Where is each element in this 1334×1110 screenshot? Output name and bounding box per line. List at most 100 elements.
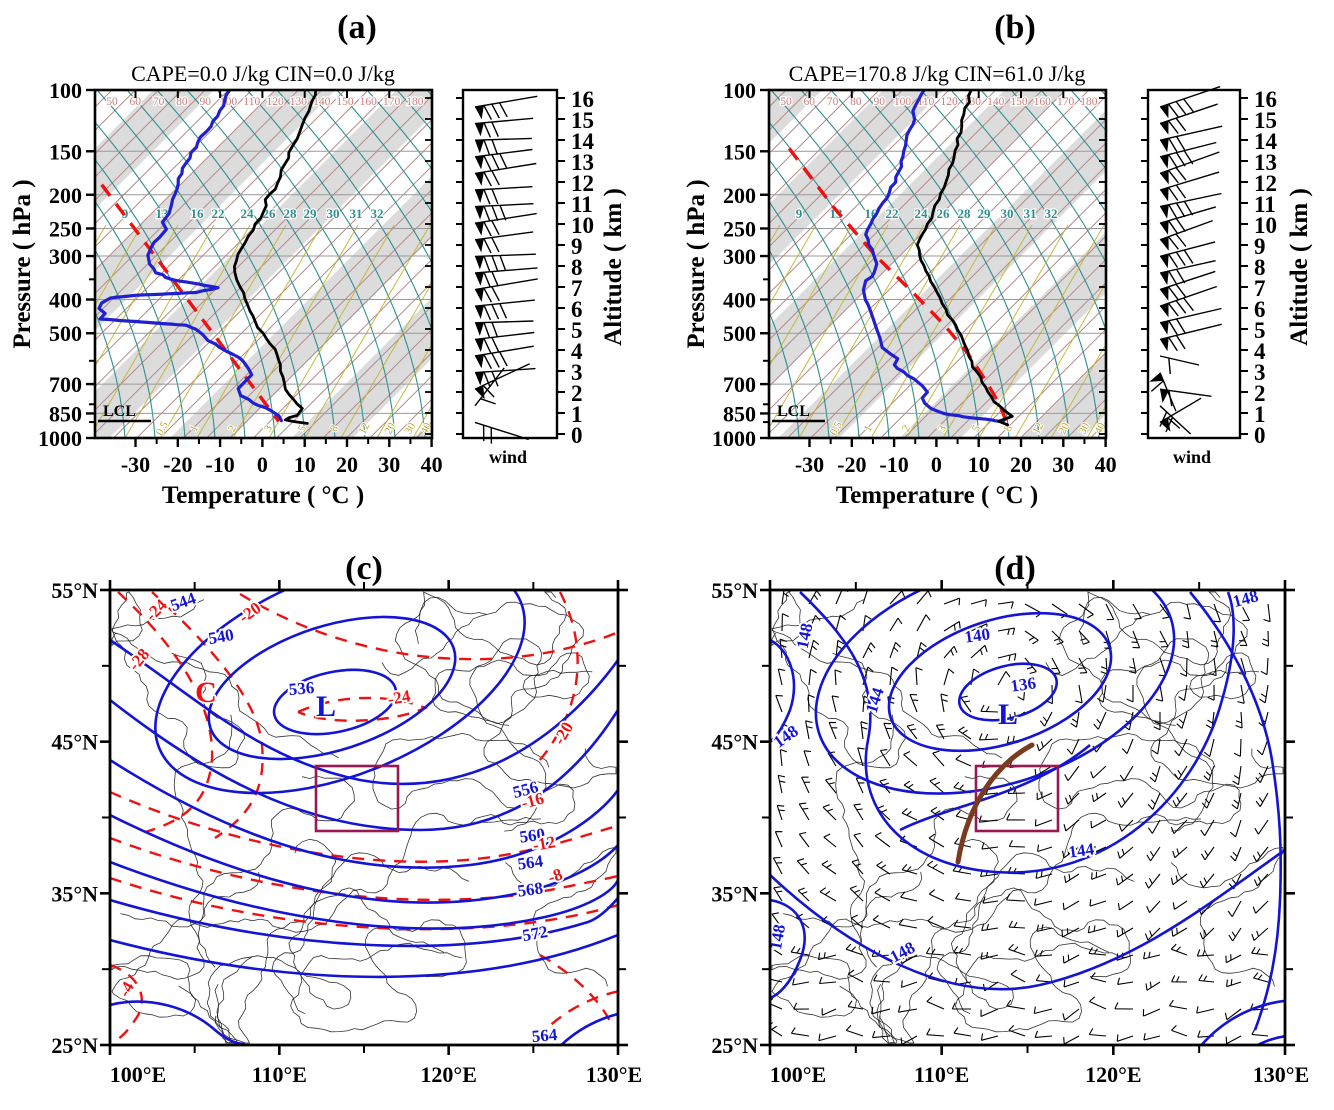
wind-barb (1252, 846, 1269, 862)
wind-barb (848, 969, 864, 983)
label: 300 (723, 244, 756, 269)
wind-barb (474, 186, 533, 205)
wind-barb (1119, 765, 1134, 782)
label: 4 (571, 339, 583, 364)
label: 160 (1034, 96, 1052, 108)
label: 500 (723, 321, 756, 346)
wind-barb (845, 1024, 864, 1037)
label: 130°E (1253, 1062, 1309, 1087)
label: 5 (1254, 318, 1266, 343)
label: 9 (1254, 234, 1266, 259)
wind-barb (997, 627, 1016, 636)
isotherm-lines (769, 90, 1106, 438)
label: 30 (327, 206, 340, 221)
wind-barb (970, 623, 988, 633)
wind-barb (772, 856, 783, 875)
wind-barb (790, 945, 810, 956)
wind-barb (793, 1002, 810, 1010)
label: 170 (1057, 96, 1075, 108)
wind-barb (982, 896, 999, 904)
wind-barb (955, 892, 972, 902)
label: 572 (521, 922, 549, 945)
panel-b-temperature-axis-title: Temperature ( °C ) (836, 482, 1038, 509)
temperature-contour (110, 963, 144, 1044)
label: 130 (290, 96, 308, 108)
temperature-contour (110, 790, 618, 863)
panel-a-temperature-axis-title: Temperature ( °C ) (162, 482, 364, 509)
wind-barb-pennant (1160, 389, 1169, 403)
wind-barb (1172, 792, 1188, 807)
panel-b-wind-label: wind (1173, 447, 1211, 467)
wind-barb (1159, 603, 1170, 619)
height-contour (814, 590, 1176, 795)
label: 120 (940, 96, 958, 108)
label: 8 (1254, 255, 1266, 280)
wind-barb (953, 1027, 972, 1037)
wind-barb (1064, 792, 1080, 805)
panel-d-letter: (d) (994, 550, 1036, 587)
label: 120°E (420, 1062, 476, 1087)
wind-barb (1017, 684, 1026, 701)
label: 160 (360, 96, 378, 108)
province-boundary (1079, 591, 1232, 666)
province-boundary (214, 887, 467, 1044)
wind-barb (1061, 927, 1080, 938)
wind-barb (818, 1033, 837, 1042)
wind-barb (770, 972, 783, 983)
label: LCL (777, 403, 810, 420)
wind-barb (1034, 898, 1053, 906)
wind-barb (943, 597, 961, 606)
wind-barb (1233, 738, 1242, 757)
wind-barb (1170, 873, 1188, 886)
label: 150 (723, 139, 756, 164)
label: 0 (1254, 423, 1266, 448)
wind-barb (474, 95, 538, 120)
wind-barb (980, 1033, 999, 1041)
wind-barb (779, 748, 788, 767)
wind-barb (1153, 712, 1161, 731)
label: 110°E (252, 1062, 307, 1087)
label: 120 (266, 96, 284, 108)
wind-barb (819, 887, 837, 902)
label: 30 (1001, 206, 1014, 221)
province-boundary (290, 926, 462, 1033)
wind-barb (1035, 974, 1053, 983)
wind-barb (1159, 151, 1220, 184)
wind-barb (1203, 765, 1215, 781)
label: 700 (49, 372, 82, 397)
wind-barb (943, 621, 961, 632)
wind-barb (808, 639, 820, 659)
province-boundary (771, 599, 906, 769)
label: 180 (406, 96, 424, 108)
wind-barb-pennant (1160, 303, 1169, 318)
wind-barb (857, 747, 865, 767)
wind-barb (958, 726, 972, 740)
label: 90 (873, 96, 885, 108)
wind-barb-pennant (475, 172, 484, 186)
wind-barb (1090, 819, 1107, 829)
wind-barb (1008, 920, 1026, 929)
height-contour (110, 860, 618, 930)
wind-barb (474, 253, 536, 272)
wind-barb (928, 833, 945, 848)
label: 700 (723, 372, 756, 397)
wind-barb (1037, 844, 1053, 853)
label: 144 (1067, 839, 1095, 861)
wind-barb (876, 861, 891, 875)
wind-barb (860, 721, 868, 740)
wind-barb-pennant (1160, 286, 1169, 301)
temperature-contour (117, 591, 214, 834)
wind-barb (883, 722, 892, 740)
wind-barb (1146, 900, 1161, 913)
wind-barb (1227, 900, 1242, 918)
wind-barb (1172, 846, 1188, 859)
wind-barb (1144, 873, 1161, 889)
wind-barb (1224, 1008, 1242, 1021)
height-contour (799, 591, 1235, 874)
wind-barb (474, 162, 537, 187)
wind-barb (805, 720, 813, 740)
label: -8 (545, 864, 565, 887)
wind-barb (1096, 684, 1107, 703)
wind-barb (1088, 1028, 1107, 1037)
wind-barb (853, 803, 864, 821)
